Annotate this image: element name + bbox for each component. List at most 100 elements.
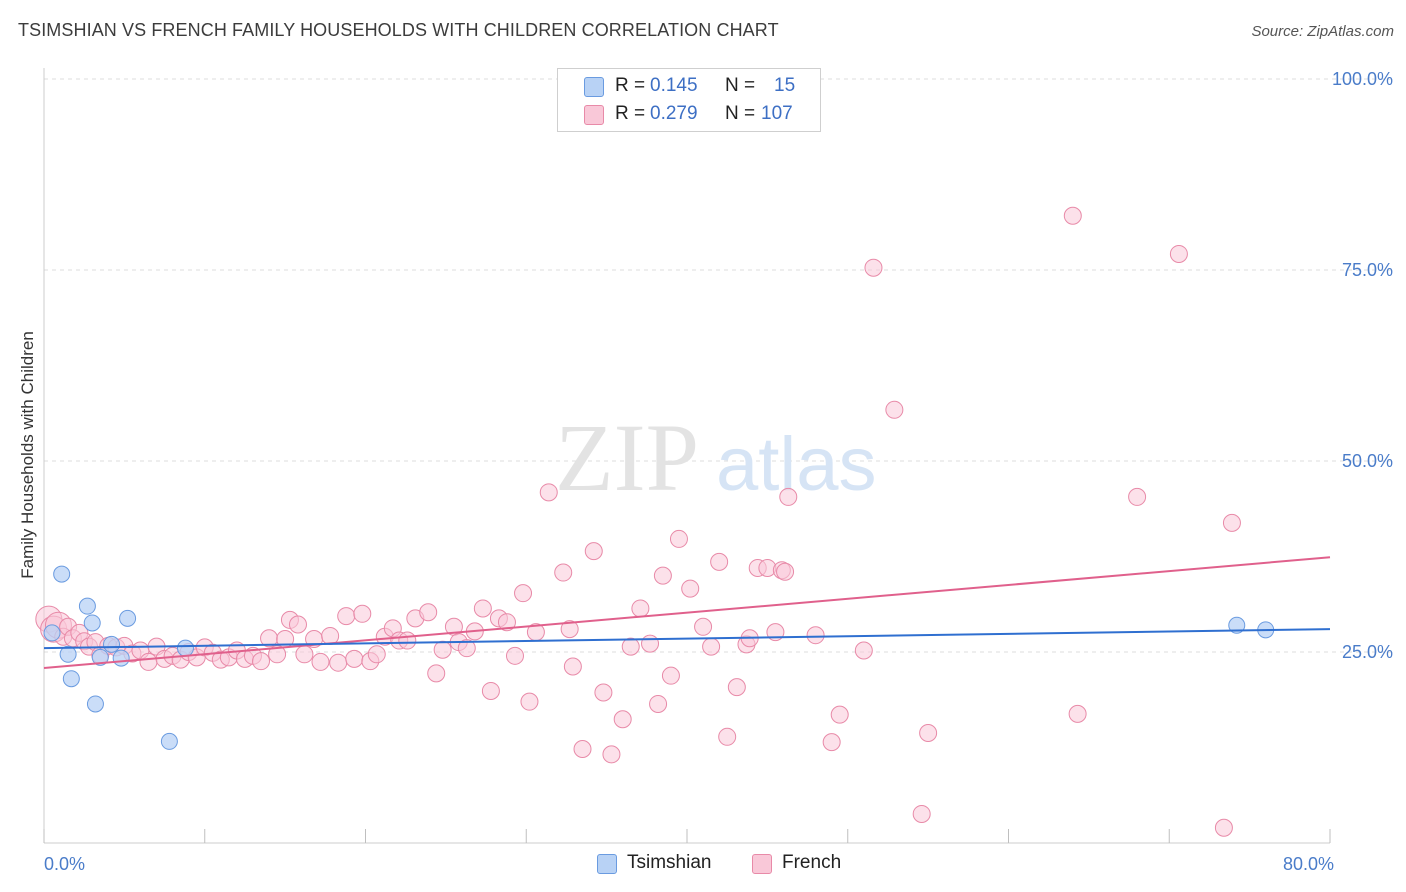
tsimshian-legend-swatch [597,854,617,874]
french-point [864,258,883,277]
french-point [345,649,364,668]
french-point [1128,487,1147,506]
french-point [353,604,372,623]
french-point [885,400,904,419]
tsimshian-legend-label: Tsimshian [627,852,712,873]
french-point [497,613,516,632]
french-point [669,529,688,548]
french-point [912,804,931,823]
tsimshian-point [59,645,77,663]
tsimshian-point [86,695,104,713]
french-point [295,645,314,664]
legend-n-value: 15 [774,75,796,96]
x-tick-label-min: 0.0% [44,854,85,874]
french-point [1169,244,1188,263]
tsimshian-trendline [43,628,1331,650]
french-point [329,653,348,672]
french-point [681,579,700,598]
french-point [252,652,271,671]
french-point [311,652,330,671]
x-ticks [43,829,1331,843]
french-point [1214,818,1233,837]
french-point [337,607,356,626]
y-tick-label: 75.0% [1342,260,1393,280]
y-tick-label: 50.0% [1342,451,1393,471]
french-point [514,584,533,603]
french-point [268,645,287,664]
french-point [694,617,713,636]
french-point [631,599,650,618]
french-point [563,657,582,676]
watermark-zip: ZIP [555,404,699,511]
french-point [367,645,386,664]
french-point [139,652,158,671]
french-point [854,641,873,660]
french-point [649,694,668,713]
legend-r-label: R = [615,103,646,124]
french-point [1068,704,1087,723]
legend-n-label: N = [725,103,756,124]
stats-legend: R = 0.145 N = 15 R = 0.279 N = 107 [557,68,821,132]
tsimshian-point [119,609,137,627]
french-point [584,542,603,561]
tsimshian-point [43,624,61,642]
french-series [35,206,1241,837]
french-point [473,599,492,618]
tsimshian-series [43,565,1275,750]
french-point [457,639,476,658]
french-point [919,723,938,742]
legend-r-label: R = [615,75,646,96]
french-point [560,620,579,639]
french-trendline [43,556,1331,670]
french-point [727,678,746,697]
y-tick-label: 25.0% [1342,642,1393,662]
french-point [398,631,417,650]
source-label: Source: ZipAtlas.com [1251,23,1394,40]
legend-row-french: R = 0.279 N = 107 [558,101,820,127]
tsimshian-point [160,732,178,750]
legend-r-value: 0.145 [650,75,698,96]
french-point [822,733,841,752]
tsimshian-point [62,670,80,688]
french-point [505,646,524,665]
french-point [419,603,438,622]
french-point [594,683,613,702]
french-point [573,740,592,759]
tsimshian-point [53,565,71,583]
french-point [621,637,640,656]
french-point [554,563,573,582]
french-point [830,705,849,724]
french-point [661,666,680,685]
tsimshian-point [1228,616,1246,634]
french-point [1063,206,1082,225]
french-point [702,637,721,656]
french-point [776,562,795,581]
french-point [602,745,621,764]
french-point [718,727,737,746]
tsimshian-point [83,614,101,632]
french-point [520,692,539,711]
tsimshian-point [103,635,121,653]
x-tick-label-max: 80.0% [1283,854,1334,874]
french-point [539,483,558,502]
french-point [427,664,446,683]
french-point [288,615,307,634]
legend-r-value: 0.279 [650,103,698,124]
legend-row-tsimshian: R = 0.145 N = 15 [558,73,820,99]
tsimshian-point [176,639,194,657]
french-point [481,681,500,700]
french-legend-label: French [782,852,842,873]
tsimshian-swatch [584,77,604,97]
legend-n-value: 107 [761,103,793,124]
french-point [710,552,729,571]
tsimshian-point [91,648,109,666]
french-point [641,634,660,653]
legend-n-label: N = [725,75,756,96]
trendlines [43,556,1331,670]
french-point [613,710,632,729]
tsimshian-point [78,597,96,615]
french-point [1222,513,1241,532]
french-legend-swatch [752,854,772,874]
y-tick-labels: 25.0% 50.0% 75.0% 100.0% [1332,69,1393,662]
